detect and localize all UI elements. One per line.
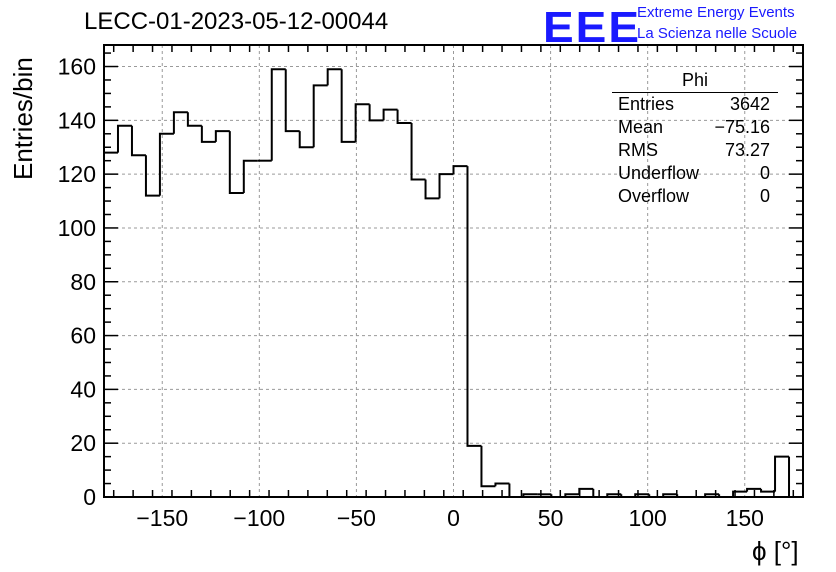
histogram-bin	[424, 179, 440, 200]
histogram-bin	[103, 151, 118, 497]
y-tick-label: 80	[70, 269, 96, 295]
histogram-bin	[578, 487, 594, 495]
histogram-bin	[746, 487, 762, 492]
x-tick-label: −50	[337, 505, 376, 531]
histogram-bin	[284, 69, 300, 133]
y-tick-label: 160	[58, 54, 96, 80]
y-tick-label: 140	[58, 107, 96, 133]
stats-row-mean: Mean −75.16	[612, 116, 778, 139]
histogram-bin	[368, 104, 384, 122]
histogram-bin	[382, 108, 398, 121]
x-tick-label: −100	[233, 505, 285, 531]
plot-border	[103, 44, 804, 498]
x-tick-label: −150	[136, 505, 188, 531]
histogram-bin	[312, 84, 328, 148]
logo-line-2: La Scienza nelle Scuole	[637, 25, 798, 42]
histogram-bin	[788, 456, 803, 498]
histogram-bin	[186, 112, 202, 127]
stats-value: 73.27	[724, 140, 770, 160]
x-tick-label: 100	[628, 505, 666, 531]
histogram-bin	[592, 488, 608, 498]
histogram-bin	[452, 165, 468, 175]
histogram-bin	[116, 124, 132, 153]
y-tick-label: 20	[70, 430, 96, 456]
histogram-bin	[144, 155, 160, 197]
stats-row-overflow: Overflow 0	[612, 185, 778, 208]
stats-label: RMS	[618, 140, 658, 160]
stats-label: Underflow	[618, 163, 700, 183]
histogram-bin	[760, 488, 776, 493]
histogram-bin	[774, 455, 790, 492]
stats-value: 0	[759, 163, 770, 183]
histogram-bin	[158, 132, 174, 196]
histogram-bin	[130, 125, 146, 157]
histogram-bin	[172, 111, 188, 134]
histogram-bin	[466, 166, 482, 447]
x-tick-label: 150	[726, 505, 764, 531]
histogram-bin	[326, 68, 342, 86]
plot-frame	[103, 44, 804, 498]
histogram-bin	[438, 173, 454, 199]
logo-line-1: Extreme Energy Events	[637, 4, 795, 21]
histogram-bin	[200, 125, 216, 143]
histogram-bin	[396, 109, 412, 125]
y-tick-label: 120	[58, 161, 96, 187]
stats-value: 0	[759, 186, 770, 206]
x-tick-label: 50	[538, 505, 564, 531]
y-tick-label: 60	[70, 323, 96, 349]
y-tick-label: 0	[83, 484, 96, 510]
x-tick-label: 0	[447, 505, 460, 531]
histogram-bin	[410, 123, 426, 181]
histogram-bin	[340, 69, 356, 143]
x-axis-label: ϕ [°]	[752, 536, 799, 566]
histogram-bin	[298, 131, 314, 149]
stats-label: Overflow	[618, 186, 690, 206]
histogram-bin	[228, 131, 244, 194]
histogram-bin	[732, 490, 748, 497]
stats-value: −75.16	[714, 117, 770, 137]
y-axis-label: Entries/bin	[8, 57, 38, 180]
histogram-bin	[270, 68, 286, 161]
stats-row-underflow: Underflow 0	[612, 162, 778, 185]
axis-tick-labels: −150 −100 −50 0 50 100 150 0 20 40 60 80 100 120 140 16…	[58, 54, 764, 531]
histogram-bin	[214, 130, 230, 142]
stats-label: Mean	[618, 117, 664, 137]
stats-row-rms: RMS 73.27	[612, 139, 778, 162]
y-tick-label: 40	[70, 376, 96, 402]
histogram-bin	[354, 103, 370, 142]
stats-title: Phi	[612, 70, 778, 93]
stats-label: Entries	[618, 94, 675, 114]
histogram-bin	[480, 445, 496, 488]
chart-title: LECC-01-2023-05-12-00044	[84, 8, 389, 35]
stats-value: 3642	[729, 94, 770, 114]
stats-row-entries: Entries 3642	[612, 93, 778, 116]
stats-box: Phi Entries 3642 Mean −75.16 RMS 73.27 U…	[612, 70, 778, 208]
axis-ticks	[104, 45, 803, 498]
eee-logo: EEE	[543, 2, 642, 52]
histogram-bin	[242, 159, 258, 193]
histogram-bin	[494, 482, 510, 487]
y-tick-label: 100	[58, 215, 96, 241]
